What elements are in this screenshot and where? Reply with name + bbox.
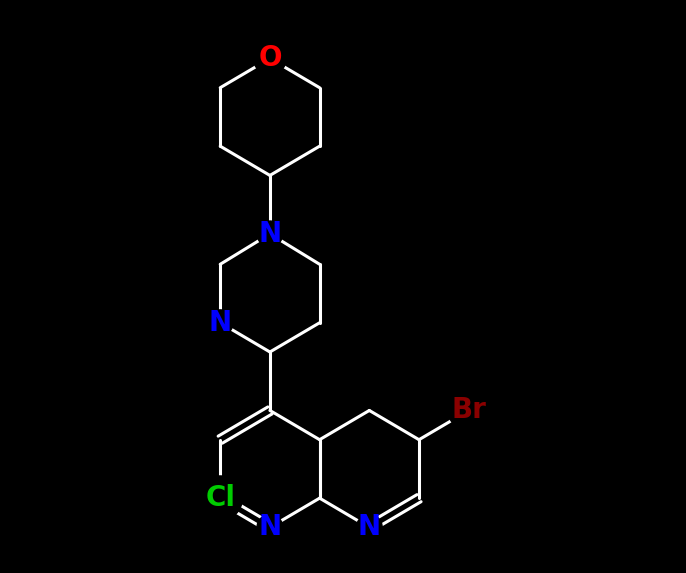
Text: N: N bbox=[357, 513, 381, 541]
Text: Br: Br bbox=[451, 397, 486, 425]
Circle shape bbox=[448, 390, 489, 431]
Circle shape bbox=[357, 515, 382, 540]
Circle shape bbox=[198, 476, 242, 520]
Text: N: N bbox=[209, 309, 232, 337]
Circle shape bbox=[254, 42, 286, 75]
Text: Cl: Cl bbox=[205, 484, 235, 512]
Text: N: N bbox=[259, 220, 281, 248]
Text: N: N bbox=[259, 513, 281, 541]
Circle shape bbox=[257, 515, 283, 540]
Circle shape bbox=[257, 221, 283, 247]
Text: O: O bbox=[258, 45, 282, 72]
Circle shape bbox=[207, 310, 233, 336]
